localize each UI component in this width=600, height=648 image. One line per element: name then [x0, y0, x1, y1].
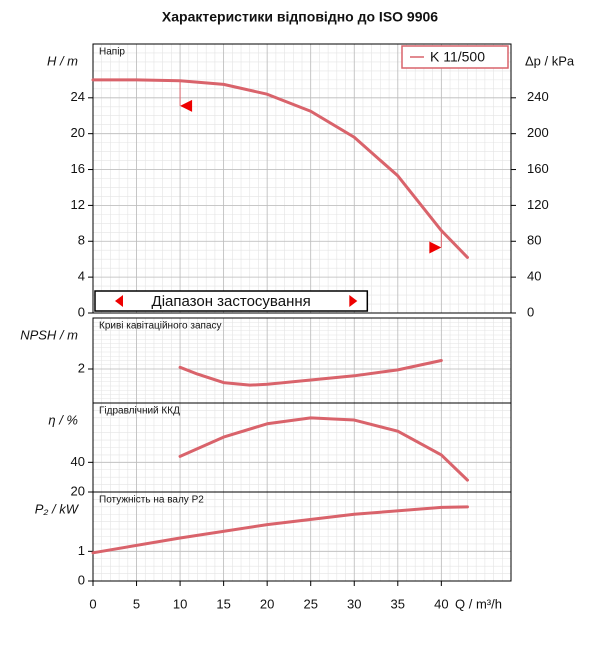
marker [429, 241, 442, 254]
x-tick-label: 10 [173, 596, 187, 611]
y-tick-label: 24 [71, 89, 85, 104]
marker [180, 99, 193, 112]
y-tick-label: 12 [71, 197, 85, 212]
y-axis-label: NPSH / m [20, 327, 78, 342]
curve [91, 78, 469, 259]
y-tick-label: 20 [71, 125, 85, 140]
y2-tick-label: 40 [527, 269, 541, 284]
legend-box [401, 45, 509, 69]
y2-tick-label: 0 [527, 304, 534, 319]
y-tick-label: 0 [78, 304, 85, 319]
range-arrow [349, 295, 358, 307]
curve [91, 505, 469, 555]
panel-frame [92, 491, 512, 582]
x-tick-label: 40 [434, 596, 448, 611]
range-label: Діапазон застосування [152, 293, 311, 310]
chart-title: Характеристики відповідно до ISO 9906 [162, 9, 438, 25]
panel-title: Напір [99, 47, 125, 58]
x-tick-label: 30 [347, 596, 361, 611]
y-tick-label: 8 [78, 233, 85, 248]
y2-tick-label: 120 [527, 197, 549, 212]
y-tick-label: 1 [78, 543, 85, 558]
y2-tick-label: 200 [527, 125, 549, 140]
panel-frame [92, 43, 512, 314]
legend: K 11/500 [401, 45, 509, 69]
y2-tick-label: 160 [527, 161, 549, 176]
x-tick-label: 15 [216, 596, 230, 611]
y-axis-label: η / % [48, 412, 78, 427]
range-box [94, 290, 369, 312]
y-tick-label: 0 [78, 572, 85, 587]
x-tick-label: 25 [303, 596, 317, 611]
y-tick-label: 4 [78, 269, 85, 284]
y-tick-label: 20 [71, 483, 85, 498]
y-tick-label: 2 [78, 360, 85, 375]
panel-title: Потужність на валу P2 [99, 495, 204, 506]
x-tick-label: 0 [89, 596, 96, 611]
panel-title: Гідравлічний ККД [99, 406, 180, 417]
x-tick-label: 20 [260, 596, 274, 611]
y-axis-label: H / m [47, 53, 78, 68]
x-axis-label: Q / m³/h [455, 596, 502, 611]
curve [178, 416, 469, 482]
panel-title: Криві кавітаційного запасу [99, 321, 222, 332]
curve [178, 359, 443, 387]
legend-label: K 11/500 [430, 49, 485, 65]
x-tick-label: 35 [391, 596, 405, 611]
y2-tick-label: 80 [527, 233, 541, 248]
y2-tick-label: 240 [527, 89, 549, 104]
y-axis-label: P₂ / kW [35, 501, 80, 516]
y-tick-label: 16 [71, 161, 85, 176]
y-tick-label: 40 [71, 454, 85, 469]
x-tick-label: 5 [133, 596, 140, 611]
y2-axis-label: Δp / kPa [525, 53, 575, 68]
range-arrow [115, 295, 123, 307]
